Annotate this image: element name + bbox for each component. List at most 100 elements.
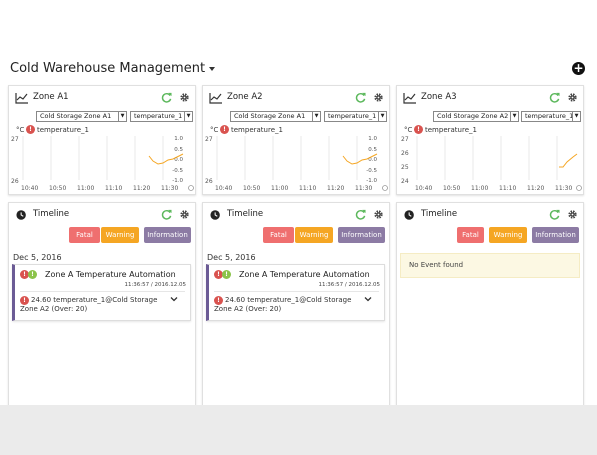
- y2-tick: -1.0: [366, 178, 377, 184]
- zone-card-a2: Zone A2 Cold Storage Zone A1 ▼ temperatur…: [202, 85, 390, 195]
- y2-tick: -1.0: [172, 178, 183, 184]
- line-chart-icon: [15, 93, 28, 104]
- fatal-filter-button[interactable]: Fatal: [457, 227, 484, 243]
- x-tick: 11:20: [327, 185, 344, 192]
- y-tick: 27: [11, 136, 19, 143]
- info-badge-icon: !: [28, 270, 37, 279]
- app-title-dropdown[interactable]: Cold Warehouse Management: [10, 61, 216, 76]
- gear-icon[interactable]: [179, 92, 190, 103]
- x-tick: 10:40: [415, 185, 432, 192]
- y-tick: 26: [401, 150, 409, 157]
- select-arrow-icon: ▼: [378, 112, 386, 121]
- gear-icon[interactable]: [179, 209, 190, 220]
- zone-select[interactable]: Cold Storage Zone A1 ▼: [230, 111, 321, 122]
- event-time: 11:36:57 / 2016.12.05: [124, 282, 186, 288]
- y2-tick: 1.0: [174, 136, 183, 142]
- select-arrow-icon: ▼: [510, 112, 518, 121]
- sensor-select-value: temperature_1: [525, 112, 574, 120]
- no-event-message: No Event found: [400, 253, 580, 278]
- x-tick: 10:40: [215, 185, 232, 192]
- x-tick: 10:40: [21, 185, 38, 192]
- gear-icon[interactable]: [373, 92, 384, 103]
- footer-band: [0, 405, 597, 455]
- fatal-filter-button[interactable]: Fatal: [69, 227, 100, 243]
- card-title: Zone A2: [227, 92, 263, 102]
- alert-icon: !: [26, 125, 35, 134]
- clock-icon: [16, 210, 26, 220]
- card-header: Timeline: [397, 203, 583, 225]
- sensor-select[interactable]: temperature_1 ▼: [521, 111, 581, 122]
- refresh-icon[interactable]: [161, 92, 172, 103]
- information-filter-button[interactable]: Information: [338, 227, 385, 243]
- clock-icon: [210, 210, 220, 220]
- select-arrow-icon: ▼: [572, 112, 580, 121]
- alert-icon: !: [214, 270, 223, 279]
- sensor-select-value: temperature_1: [328, 112, 377, 120]
- select-arrow-icon: ▼: [184, 112, 192, 121]
- refresh-icon[interactable]: [161, 209, 172, 220]
- warning-filter-button[interactable]: Warning: [295, 227, 333, 243]
- y-tick: 24: [401, 178, 409, 185]
- sensor-select[interactable]: temperature_1 ▼: [130, 111, 193, 122]
- card-title: Timeline: [227, 209, 264, 219]
- x-tick: 10:50: [243, 185, 260, 192]
- info-badge-icon: !: [222, 270, 231, 279]
- chevron-down-icon[interactable]: [364, 295, 372, 303]
- temperature-series: [559, 153, 578, 168]
- event-title: Zone A Temperature Automation: [239, 270, 370, 279]
- sensor-select[interactable]: temperature_1 ▼: [324, 111, 387, 122]
- unit-label: °C: [210, 126, 219, 134]
- sensor-legend: temperature_1: [425, 126, 477, 134]
- refresh-icon[interactable]: [355, 92, 366, 103]
- gear-icon[interactable]: [567, 92, 578, 103]
- info-icon: [576, 185, 582, 191]
- zone-select[interactable]: Cold Storage Zone A1 ▼: [36, 111, 127, 122]
- select-arrow-icon: ▼: [312, 112, 320, 121]
- zone-select[interactable]: Cold Storage Zone A2 ▼: [433, 111, 519, 122]
- divider: [20, 291, 185, 292]
- info-icon: [188, 185, 194, 191]
- fatal-filter-button[interactable]: Fatal: [263, 227, 294, 243]
- gear-icon[interactable]: [567, 209, 578, 220]
- warning-filter-button[interactable]: Warning: [489, 227, 527, 243]
- y-tick: 26: [11, 178, 19, 185]
- zone-select-value: Cold Storage Zone A2: [437, 112, 509, 120]
- card-title: Timeline: [33, 209, 70, 219]
- y-tick: 26: [205, 178, 213, 185]
- chevron-down-icon[interactable]: [170, 295, 178, 303]
- y-tick: 27: [401, 136, 409, 143]
- x-tick: 10:50: [443, 185, 460, 192]
- x-tick: 11:30: [555, 185, 572, 192]
- timeline-card-2: Timeline Fatal Warning Information Dec 5…: [202, 202, 390, 412]
- event-item[interactable]: !! Zone A Temperature Automation 11:36:5…: [12, 264, 191, 321]
- x-tick: 11:20: [527, 185, 544, 192]
- temperature-series: [342, 153, 378, 165]
- warning-filter-button[interactable]: Warning: [101, 227, 139, 243]
- refresh-icon[interactable]: [549, 92, 560, 103]
- x-tick: 10:50: [49, 185, 66, 192]
- refresh-icon[interactable]: [549, 209, 560, 220]
- temperature-chart: 27 26 1.0 0.5 0.0 -0.5 -1.0 10:40 10:50 …: [11, 136, 194, 192]
- alert-icon: !: [220, 125, 229, 134]
- add-icon[interactable]: +: [572, 61, 585, 75]
- x-tick: 11:10: [499, 185, 516, 192]
- sensor-select-value: temperature_1: [134, 112, 183, 120]
- zone-card-a3: Zone A3 Cold Storage Zone A2 ▼ temperatur…: [396, 85, 584, 195]
- gear-icon[interactable]: [373, 209, 384, 220]
- unit-label: °C: [16, 126, 25, 134]
- event-badges: !!: [214, 270, 234, 280]
- alert-icon: !: [214, 296, 223, 305]
- sensor-legend: temperature_1: [37, 126, 89, 134]
- event-time: 11:36:57 / 2016.12.05: [318, 282, 380, 288]
- info-icon: [382, 185, 388, 191]
- x-tick: 11:20: [133, 185, 150, 192]
- information-filter-button[interactable]: Information: [532, 227, 579, 243]
- refresh-icon[interactable]: [355, 209, 366, 220]
- y2-tick: -0.5: [172, 168, 183, 174]
- temperature-chart: 27 26 25 24 10:40 10:50 11:00 11:10 11:2…: [401, 136, 582, 192]
- y-tick: 27: [205, 136, 213, 143]
- event-item[interactable]: !! Zone A Temperature Automation 11:36:5…: [206, 264, 385, 321]
- information-filter-button[interactable]: Information: [144, 227, 191, 243]
- date-label: Dec 5, 2016: [13, 253, 62, 262]
